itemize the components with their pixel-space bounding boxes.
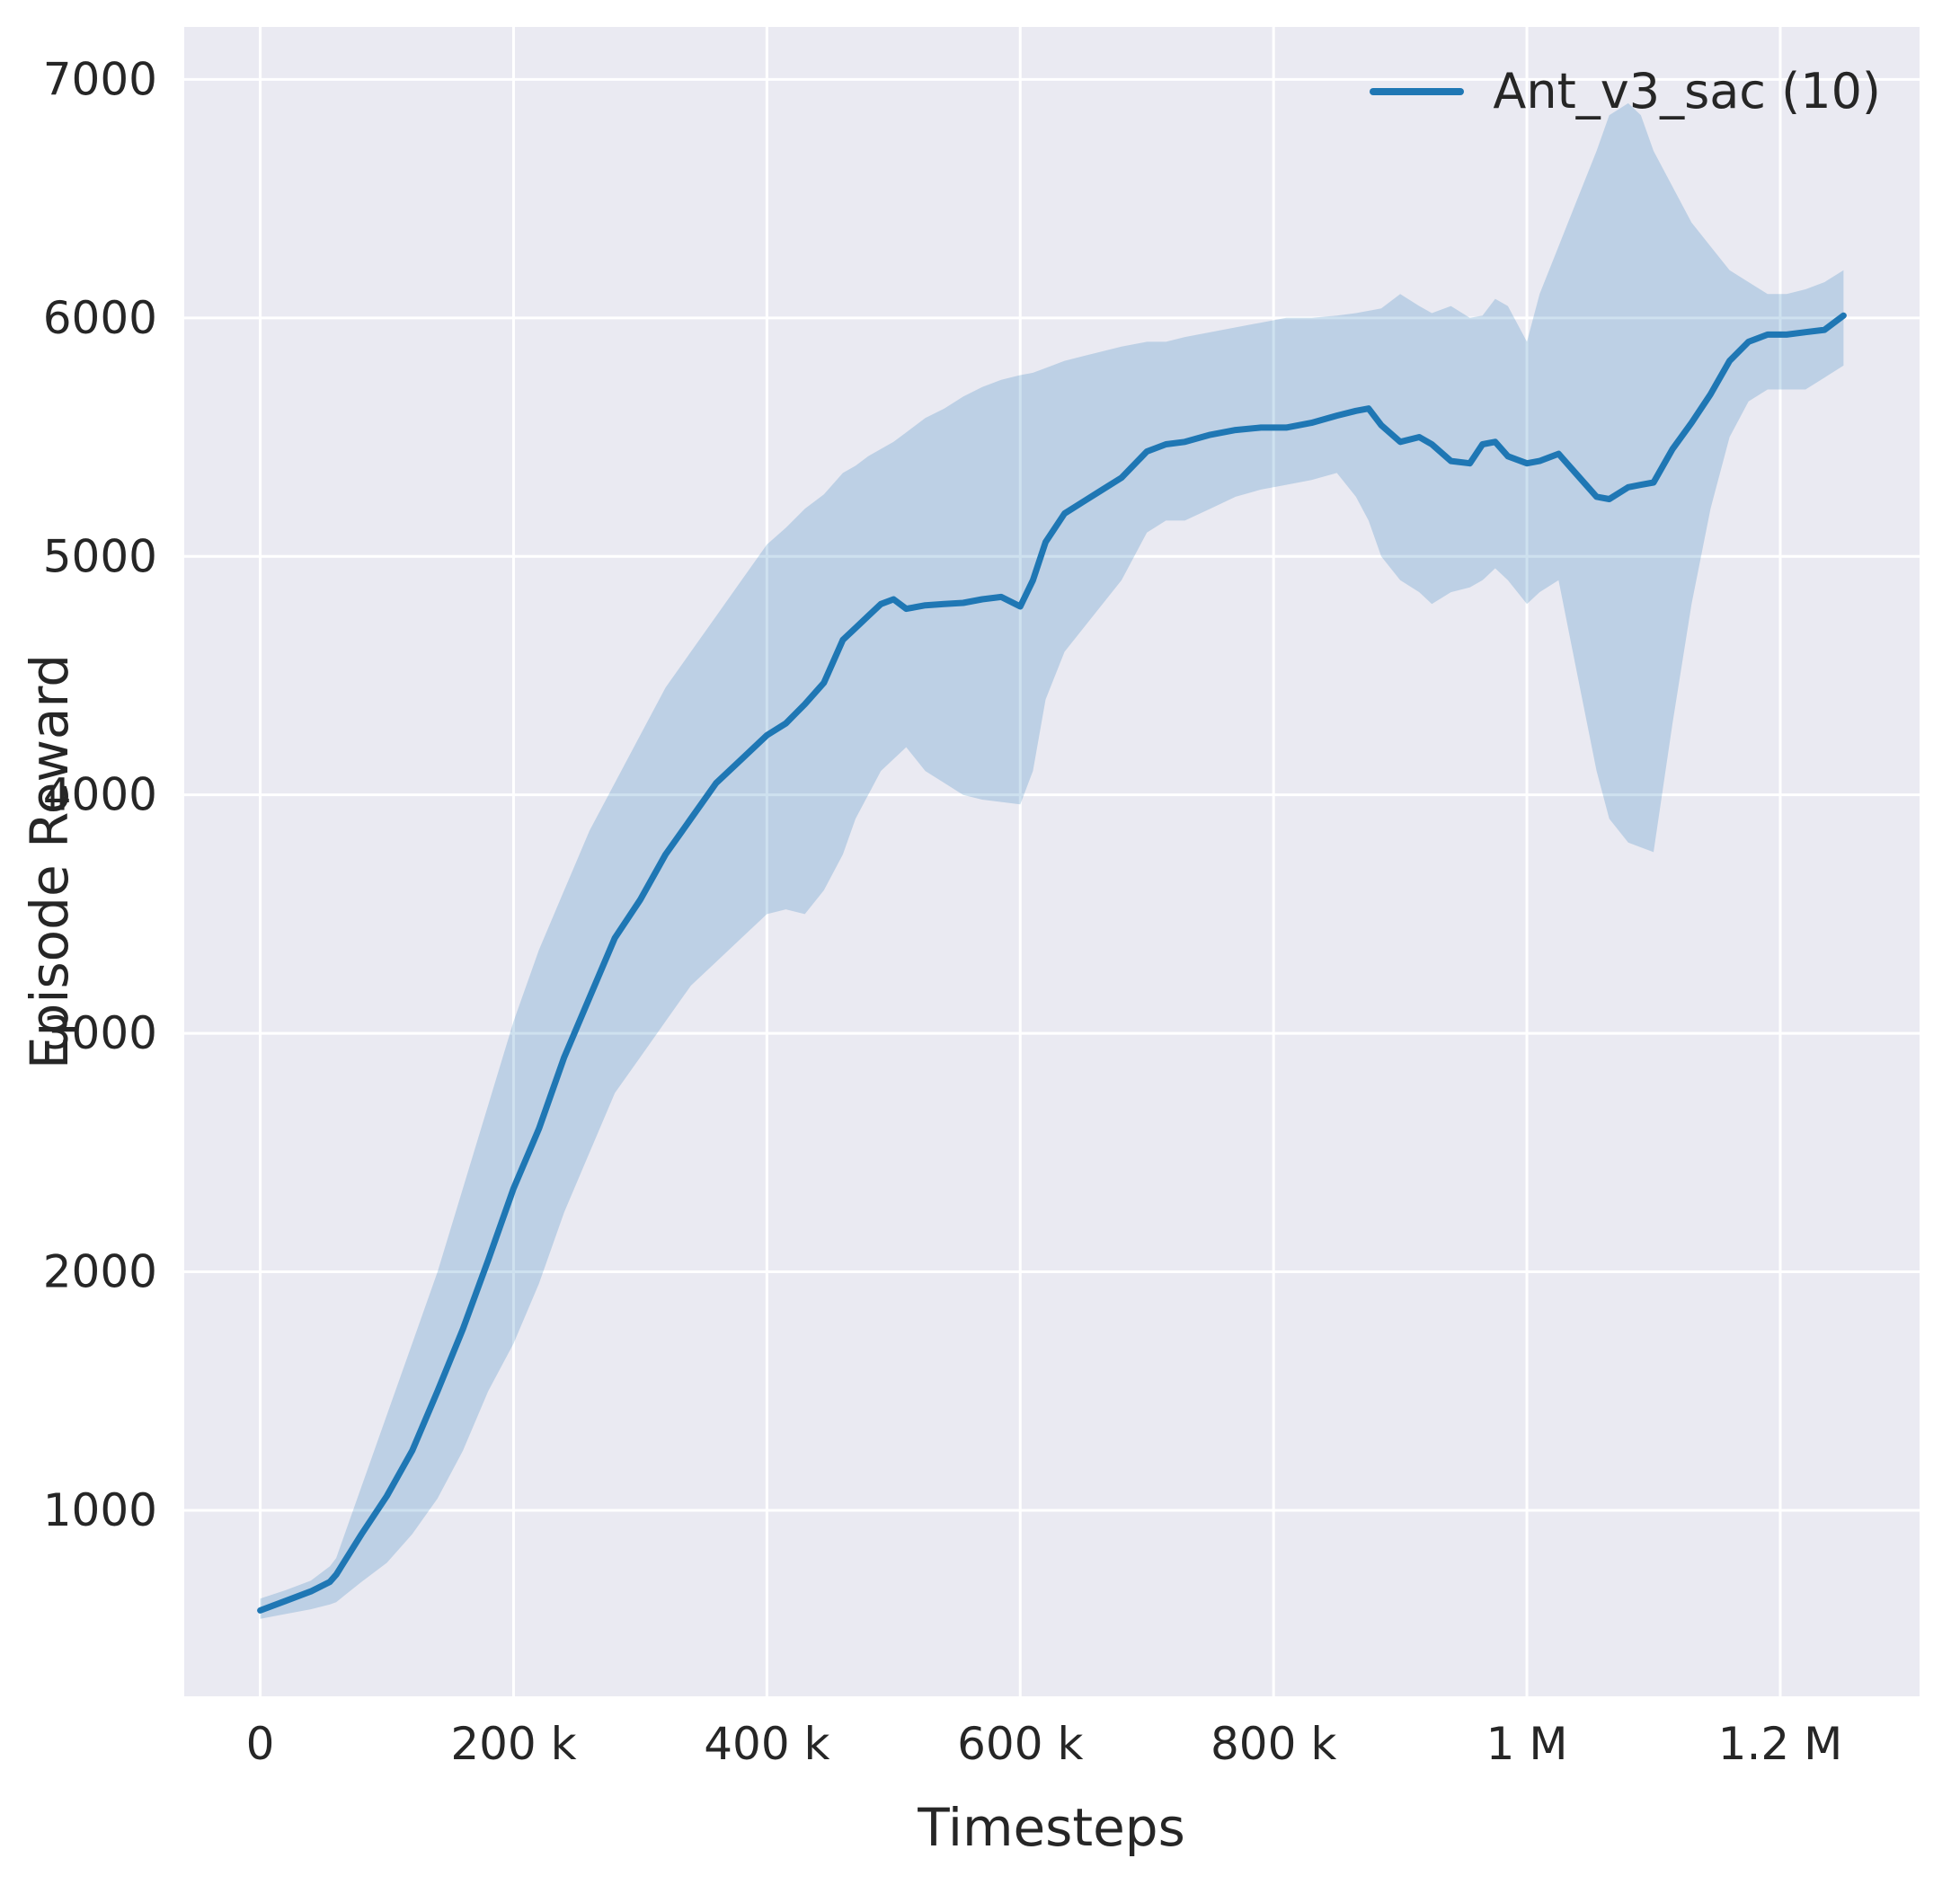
y-tick-label: 4000 xyxy=(43,769,157,821)
legend-label: Ant_v3_sac (10) xyxy=(1493,63,1881,119)
y-tick-label: 6000 xyxy=(43,292,157,344)
y-tick-label: 7000 xyxy=(43,53,157,105)
legend: Ant_v3_sac (10) xyxy=(1361,56,1890,127)
x-tick-label: 200 k xyxy=(450,1718,576,1770)
y-tick-label: 5000 xyxy=(43,530,157,582)
y-tick-label: 3000 xyxy=(43,1007,157,1059)
x-tick-label: 400 k xyxy=(704,1718,829,1770)
x-tick-label: 0 xyxy=(246,1718,275,1770)
confidence-band xyxy=(260,102,1844,1619)
x-tick-label: 600 k xyxy=(957,1718,1083,1770)
y-tick-label: 1000 xyxy=(43,1484,157,1536)
x-tick-label: 1.2 M xyxy=(1718,1718,1843,1770)
y-tick-label: 2000 xyxy=(43,1246,157,1298)
x-axis-title: Timesteps xyxy=(918,1797,1185,1858)
y-axis-title: Episode Reward xyxy=(19,653,80,1070)
plot-area xyxy=(184,27,1920,1696)
x-tick-label: 1 M xyxy=(1486,1718,1568,1770)
legend-line-sample xyxy=(1370,87,1465,95)
x-tick-label: 800 k xyxy=(1211,1718,1336,1770)
mean-line xyxy=(257,312,1847,1614)
